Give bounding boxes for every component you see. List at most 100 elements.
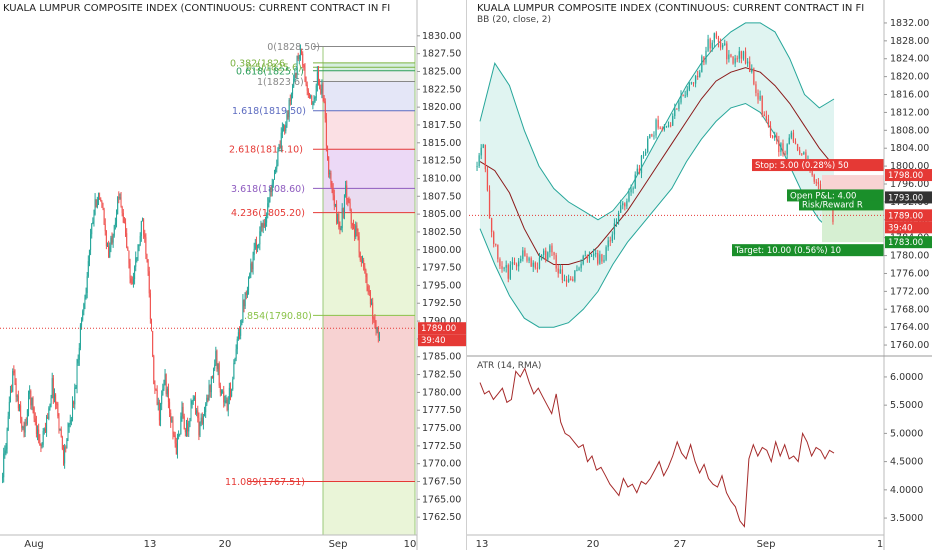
candle-body (574, 270, 576, 281)
candle-body (4, 450, 6, 454)
candle-body (659, 127, 661, 129)
candle-body (135, 257, 137, 267)
candle-body (480, 147, 482, 156)
candle-body (329, 173, 331, 175)
left-chart[interactable]: 0(1828.50) 0.382(18260.5(1825.6)0.618(182… (0, 0, 466, 550)
pnl-label-box (787, 189, 884, 202)
candle-body (119, 197, 121, 199)
candle-body (501, 266, 503, 269)
candle-body (35, 421, 37, 434)
stop-price-label-box (885, 169, 932, 182)
candle-body (137, 245, 139, 258)
candle-body (102, 203, 104, 210)
candle-body (192, 399, 194, 402)
left-x-tick-label: 20 (219, 539, 232, 550)
candle-body (32, 397, 34, 408)
pnl-label: Open P&L: 4.00 (790, 191, 856, 201)
candle-body (211, 376, 213, 379)
candle-body (711, 42, 713, 49)
candle-body (5, 449, 7, 451)
candle-body (649, 134, 651, 139)
rr-label: Risk/Reward R (802, 200, 863, 210)
candle-body (272, 179, 274, 184)
candle-body (59, 429, 61, 431)
candle-body (324, 101, 326, 119)
right-y-tick-label: 1764.00 (890, 322, 929, 333)
candle-body (332, 189, 334, 196)
atr-y-tick-label: 5.0000 (890, 428, 923, 439)
candle-body (218, 363, 220, 386)
candle-body (269, 188, 271, 200)
candle-body (20, 405, 22, 418)
fib-level-label: 0.382(1826 (230, 58, 285, 69)
candle-body (73, 401, 75, 405)
candle-body (83, 303, 85, 312)
right-y-tick-label: 1812.00 (890, 107, 929, 118)
candle-body (100, 198, 102, 202)
candle-body (161, 395, 163, 405)
right-y-tick-label: 1828.00 (890, 36, 929, 47)
right-charts[interactable]: Stop: 5.00 (0.28%) 50 Open P&L: 4.00Risk/… (466, 0, 932, 550)
candle-body (726, 43, 728, 60)
candle-body (761, 95, 763, 115)
candle-body (584, 255, 586, 257)
left-y-tick-label: 1782.50 (422, 370, 461, 381)
right-y-tick-label: 1796.00 (890, 179, 929, 190)
right-y-tick-label: 1832.00 (890, 18, 929, 29)
candle-body (17, 395, 19, 409)
candle-body (297, 56, 299, 59)
candle-body (290, 94, 292, 101)
candle-body (260, 223, 262, 232)
candle-body (249, 274, 251, 278)
candle-body (41, 444, 43, 446)
candle-body (154, 384, 156, 389)
fib-zone-pink-1 (323, 110, 415, 150)
candle-body (520, 258, 522, 262)
candle-body (175, 443, 177, 455)
candle-body (634, 174, 636, 189)
candle-body (280, 132, 282, 148)
candle-body (104, 224, 106, 232)
fib-zone-red (323, 315, 415, 482)
candle-body (528, 258, 530, 261)
candle-body (803, 152, 805, 155)
candle-body (16, 395, 18, 397)
candle-body (678, 102, 680, 109)
candle-body (30, 390, 32, 406)
right-price-label: 1789.00 (888, 211, 923, 221)
candle-body (343, 194, 345, 214)
right-y-tick-label: 1768.00 (890, 304, 929, 315)
candle-body (561, 269, 564, 280)
candle-body (638, 168, 641, 174)
candle-body (740, 51, 743, 59)
candle-body (697, 75, 699, 77)
candle-body (742, 51, 745, 59)
candle-body (205, 404, 207, 413)
candle-body (78, 347, 80, 360)
candle-body (44, 428, 46, 433)
atr-y-tick-label: 5.5000 (890, 400, 923, 411)
candle-body (613, 223, 616, 235)
candle-body (632, 188, 634, 190)
candle-body (248, 277, 250, 291)
candle-body (178, 434, 180, 437)
candle-body (346, 185, 348, 200)
candle-body (200, 417, 202, 422)
candle-body (715, 33, 718, 38)
candle-body (270, 188, 272, 191)
candle-body (134, 266, 136, 280)
candle-body (82, 311, 84, 320)
candle-body (296, 56, 298, 74)
fib-zone-green-low (323, 481, 415, 535)
candle-body (9, 389, 11, 402)
candle-body (622, 203, 624, 206)
candle-body (336, 204, 338, 223)
candle-body (173, 433, 175, 436)
candle-body (310, 95, 312, 97)
left-y-tick-label: 1807.50 (422, 191, 461, 202)
fib-level-label: 0.618(1825.1) (236, 66, 304, 77)
candle-body (156, 390, 158, 405)
candle-body (312, 102, 314, 105)
left-y-tick-label: 1770.00 (422, 459, 461, 470)
candle-body (240, 325, 242, 336)
